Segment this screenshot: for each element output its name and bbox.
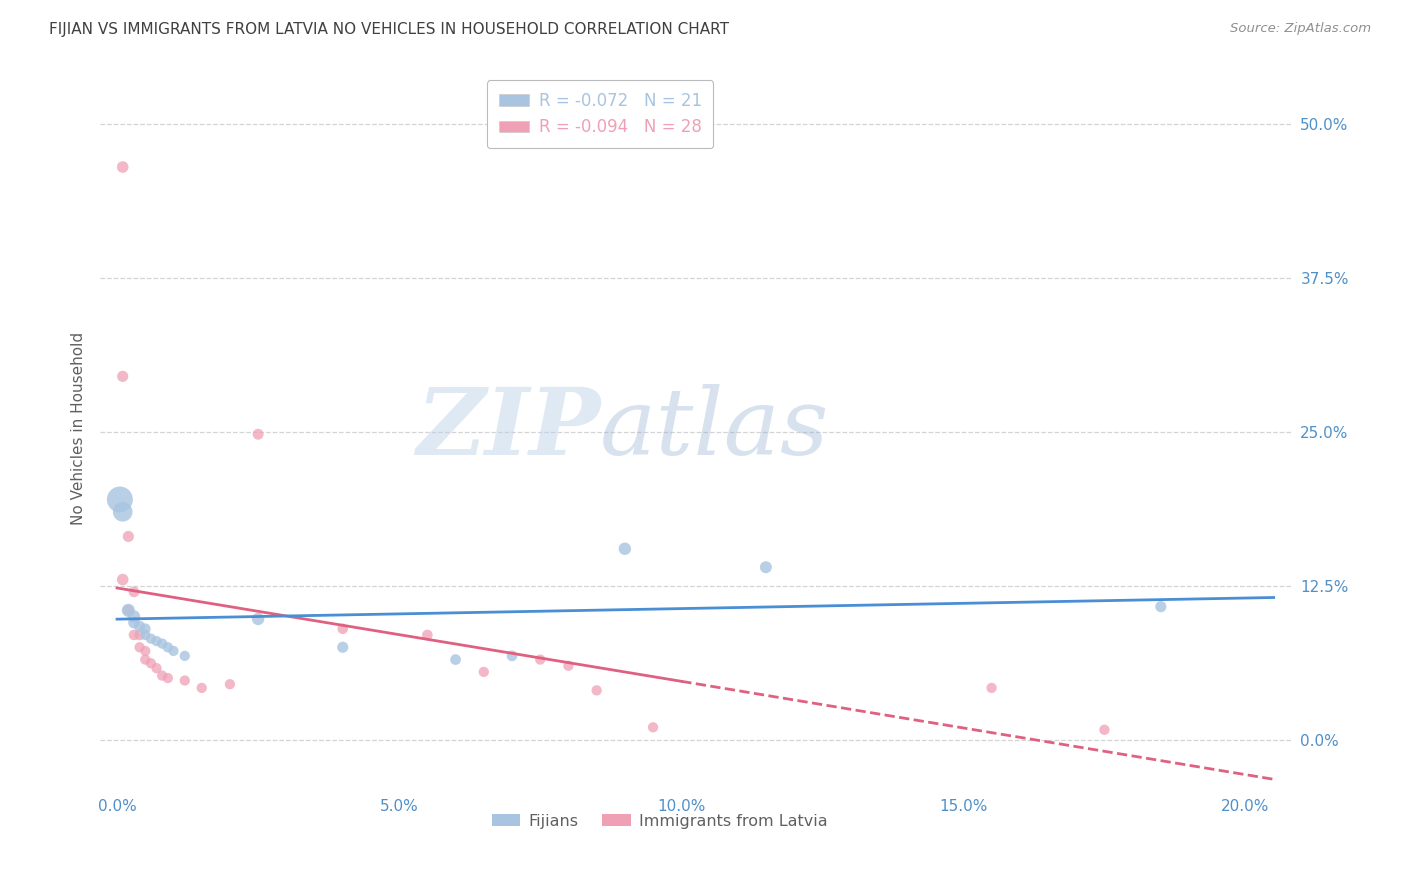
Point	[529, 652, 551, 666]
Point	[111, 369, 134, 384]
Point	[472, 665, 495, 679]
Point	[134, 628, 156, 642]
Text: atlas: atlas	[600, 384, 830, 474]
Text: ZIP: ZIP	[416, 384, 600, 474]
Point	[501, 648, 523, 663]
Point	[150, 668, 173, 682]
Point	[190, 681, 212, 695]
Point	[122, 585, 145, 599]
Point	[134, 644, 156, 658]
Point	[117, 603, 139, 617]
Point	[117, 603, 139, 617]
Point	[122, 628, 145, 642]
Point	[247, 427, 270, 442]
Point	[108, 492, 131, 507]
Point	[332, 622, 354, 636]
Point	[128, 619, 150, 633]
Point	[128, 640, 150, 655]
Y-axis label: No Vehicles in Household: No Vehicles in Household	[72, 332, 86, 525]
Point	[145, 634, 167, 648]
Point	[173, 673, 195, 688]
Point	[134, 652, 156, 666]
Point	[1092, 723, 1115, 737]
Point	[122, 615, 145, 630]
Point	[173, 648, 195, 663]
Point	[1150, 599, 1173, 614]
Point	[150, 636, 173, 650]
Text: FIJIAN VS IMMIGRANTS FROM LATVIA NO VEHICLES IN HOUSEHOLD CORRELATION CHART: FIJIAN VS IMMIGRANTS FROM LATVIA NO VEHI…	[49, 22, 730, 37]
Point	[139, 632, 162, 646]
Point	[247, 612, 270, 626]
Legend: Fijians, Immigrants from Latvia: Fijians, Immigrants from Latvia	[485, 807, 834, 835]
Point	[219, 677, 242, 691]
Point	[156, 671, 179, 685]
Point	[111, 505, 134, 519]
Point	[613, 541, 636, 556]
Point	[122, 609, 145, 624]
Point	[139, 657, 162, 671]
Point	[128, 628, 150, 642]
Point	[111, 160, 134, 174]
Text: Source: ZipAtlas.com: Source: ZipAtlas.com	[1230, 22, 1371, 36]
Point	[111, 573, 134, 587]
Point	[444, 652, 467, 666]
Point	[416, 628, 439, 642]
Point	[557, 658, 579, 673]
Point	[134, 622, 156, 636]
Point	[585, 683, 607, 698]
Point	[162, 644, 184, 658]
Point	[156, 640, 179, 655]
Point	[332, 640, 354, 655]
Point	[755, 560, 778, 574]
Point	[117, 529, 139, 543]
Point	[980, 681, 1002, 695]
Point	[641, 720, 664, 734]
Point	[145, 661, 167, 675]
